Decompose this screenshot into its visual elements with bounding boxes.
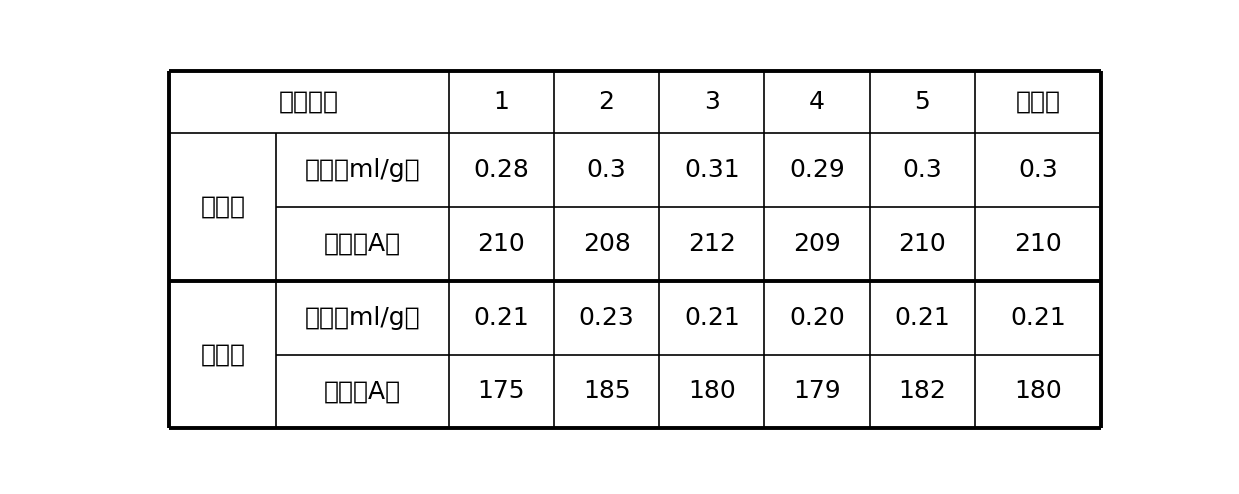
Text: 对照组: 对照组 bbox=[201, 342, 245, 367]
Text: 0.20: 0.20 bbox=[789, 306, 845, 329]
Text: 4: 4 bbox=[809, 90, 825, 114]
Text: 179: 179 bbox=[793, 379, 841, 404]
Text: 0.21: 0.21 bbox=[895, 306, 950, 329]
Text: 0.23: 0.23 bbox=[579, 306, 634, 329]
Text: 实验编号: 实验编号 bbox=[279, 90, 339, 114]
Text: 212: 212 bbox=[688, 232, 736, 256]
Text: 0.21: 0.21 bbox=[473, 306, 529, 329]
Text: 0.29: 0.29 bbox=[789, 158, 845, 182]
Text: 孔径（A）: 孔径（A） bbox=[323, 379, 401, 404]
Text: 175: 175 bbox=[477, 379, 525, 404]
Text: 210: 210 bbox=[477, 232, 525, 256]
Text: 平均值: 平均值 bbox=[1015, 90, 1061, 114]
Text: 0.3: 0.3 bbox=[587, 158, 627, 182]
Text: 0.21: 0.21 bbox=[684, 306, 740, 329]
Text: 孔容（ml/g）: 孔容（ml/g） bbox=[305, 158, 420, 182]
Text: 210: 210 bbox=[1014, 232, 1062, 256]
Text: 182: 182 bbox=[898, 379, 947, 404]
Text: 185: 185 bbox=[582, 379, 631, 404]
Text: 0.28: 0.28 bbox=[473, 158, 529, 182]
Text: 实验组: 实验组 bbox=[201, 195, 245, 219]
Text: 5: 5 bbox=[914, 90, 930, 114]
Text: 180: 180 bbox=[688, 379, 736, 404]
Text: 209: 209 bbox=[793, 232, 841, 256]
Text: 0.3: 0.3 bbox=[1018, 158, 1058, 182]
Text: 2: 2 bbox=[598, 90, 615, 114]
Text: 180: 180 bbox=[1014, 379, 1062, 404]
Text: 1: 1 bbox=[493, 90, 509, 114]
Text: 3: 3 bbox=[704, 90, 720, 114]
Text: 210: 210 bbox=[898, 232, 947, 256]
Text: 孔径（A）: 孔径（A） bbox=[323, 232, 401, 256]
Text: 0.21: 0.21 bbox=[1010, 306, 1066, 329]
Text: 208: 208 bbox=[582, 232, 631, 256]
Text: 0.3: 0.3 bbox=[902, 158, 942, 182]
Text: 孔容（ml/g）: 孔容（ml/g） bbox=[305, 306, 420, 329]
Text: 0.31: 0.31 bbox=[684, 158, 740, 182]
